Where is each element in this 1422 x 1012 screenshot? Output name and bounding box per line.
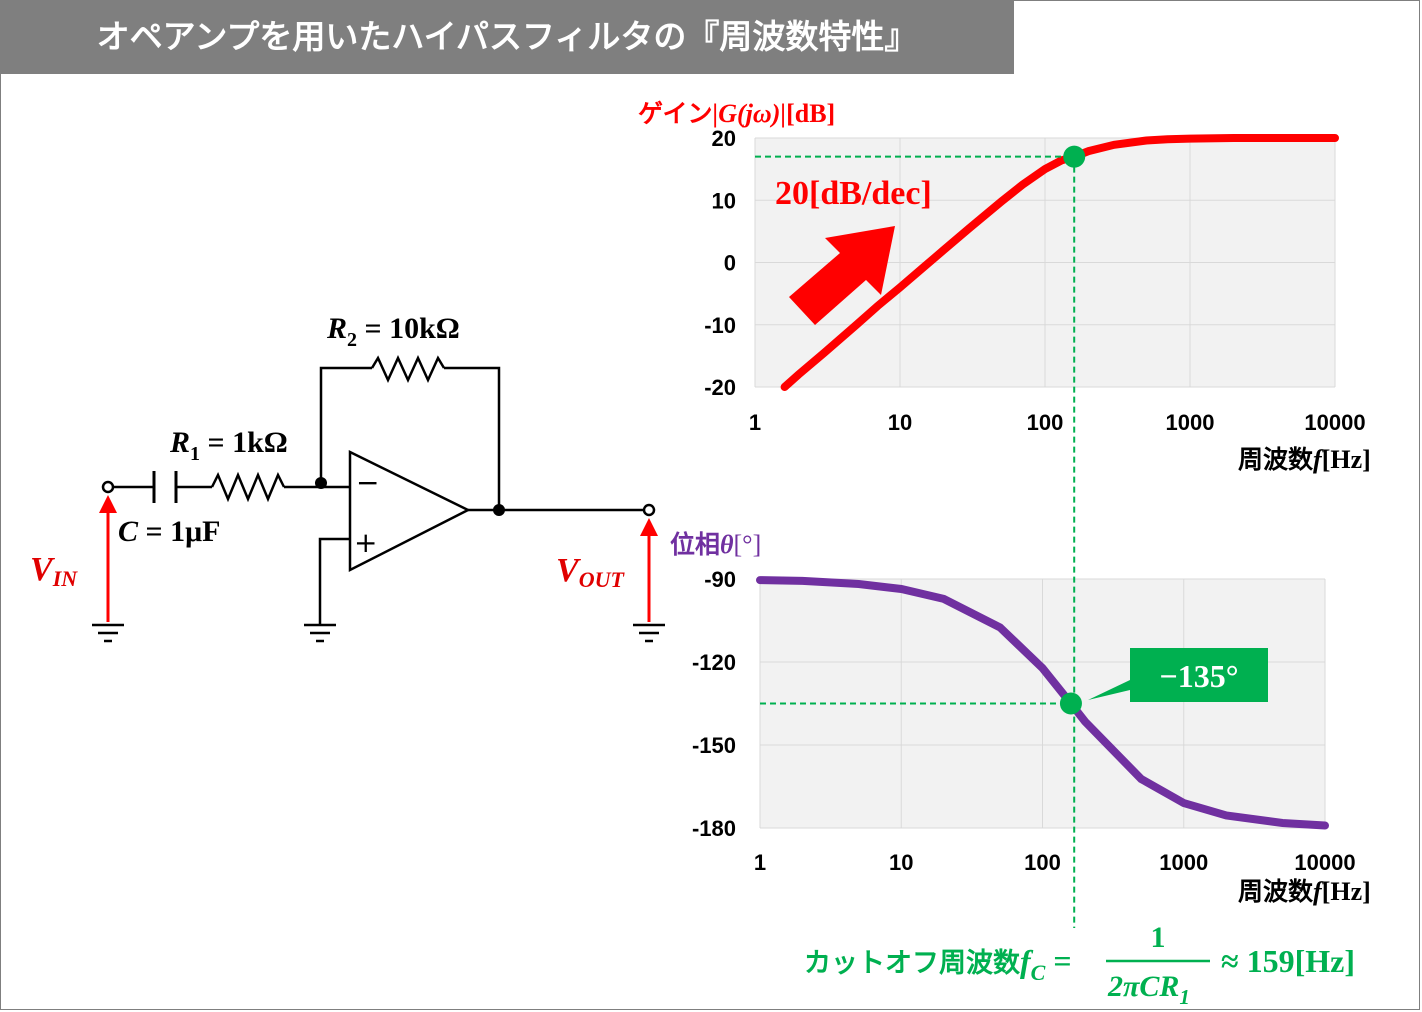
gain-xtick-label: 10 (888, 410, 912, 435)
phase-xtick-label: 1000 (1159, 850, 1208, 875)
page-title: オペアンプを用いたハイパスフィルタの『周波数特性』 (96, 17, 918, 56)
phase-ytick-label: -120 (692, 650, 736, 675)
phase-ytick-label: -90 (704, 567, 736, 592)
gain-ytick-label: 10 (712, 188, 736, 213)
gain-curve (780, 134, 1339, 391)
phase-xtick-label: 1 (754, 850, 766, 875)
gain-xtick-label: 1000 (1166, 410, 1215, 435)
cutoff-formula-denominator: 2πCR1 (1107, 970, 1190, 1009)
circuit-diagram (92, 354, 665, 643)
gain-ytick-label: 0 (724, 251, 736, 276)
gain-xtick-label: 1 (749, 410, 761, 435)
phase-cutoff-callout: −135° (1088, 648, 1268, 702)
phase-ytick-label: -150 (692, 733, 736, 758)
phase-cutoff-label: −135° (1159, 658, 1238, 694)
r2-label: R2 = 10kΩ (326, 312, 460, 351)
gain-cutoff-marker (1063, 145, 1086, 168)
capacitor-symbol (152, 471, 178, 503)
phase-ytick-label: -180 (692, 816, 736, 841)
gain-xtick-label: 100 (1027, 410, 1064, 435)
vin-terminal (101, 480, 115, 494)
phase-xtick-label: 10 (889, 850, 913, 875)
cutoff-formula-left: カットオフ周波数fC = (804, 943, 1072, 985)
title-bar: オペアンプを用いたハイパスフィルタの『周波数特性』 (0, 0, 1014, 74)
cutoff-formula: カットオフ周波数fC = 1 2πCR1 ≈ 159[Hz] (804, 921, 1355, 1009)
r1-label: R1 = 1kΩ (169, 426, 288, 465)
resistor-r1-symbol (210, 471, 286, 503)
gain-xlabel: 周波数f[Hz] (1238, 445, 1371, 474)
phase-curve (756, 576, 1329, 830)
phase-chart: -90 -120 -150 -180 1 10 100 1000 10000 (692, 567, 1356, 875)
gain-xtick-label: 10000 (1304, 410, 1365, 435)
ground-symbol-opamp (304, 623, 336, 643)
opamp-plus-sign: + (354, 526, 377, 559)
gain-ytick-label: 20 (712, 126, 736, 151)
phase-xtick-label: 10000 (1294, 850, 1355, 875)
vin-label: VIN (30, 551, 78, 591)
opamp-minus-sign: − (356, 466, 379, 499)
ground-symbol-out (633, 623, 665, 643)
resistor-r2-symbol (370, 354, 446, 384)
vout-terminal (642, 503, 656, 517)
slope-annotation: 20[dB/dec] (775, 175, 932, 212)
cutoff-formula-result: ≈ 159[Hz] (1221, 943, 1355, 979)
gain-ytick-label: -20 (704, 375, 736, 400)
ground-symbol-in (92, 623, 124, 643)
opamp-symbol (348, 449, 471, 573)
gain-ytick-label: -10 (704, 313, 736, 338)
cutoff-formula-numerator: 1 (1151, 921, 1166, 954)
phase-xtick-label: 100 (1024, 850, 1061, 875)
gain-ylabel: ゲイン|G(jω)|[dB] (638, 99, 835, 128)
vout-label: VOUT (556, 552, 625, 592)
c-label: C = 1μF (118, 515, 220, 548)
phase-cutoff-marker (1059, 692, 1082, 715)
phase-ylabel: 位相θ[°] (670, 530, 761, 559)
cutoff-guides (755, 155, 1076, 928)
slope-arrow (789, 226, 895, 325)
phase-xlabel: 周波数f[Hz] (1238, 877, 1371, 906)
